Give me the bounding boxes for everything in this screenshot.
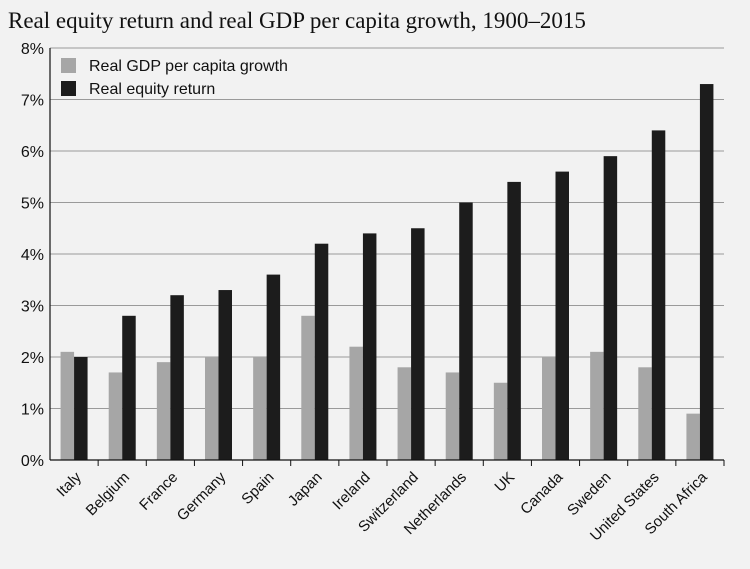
bar-equity-return [122, 315, 136, 460]
y-tick-label: 8% [21, 41, 44, 58]
y-tick-label: 7% [21, 93, 44, 110]
bar-gdp-growth [108, 372, 123, 460]
grid [50, 47, 724, 409]
bar-gdp-growth [638, 367, 652, 460]
bar-gdp-growth [686, 413, 700, 460]
y-tick-label: 0% [21, 453, 44, 470]
legend-swatch [61, 58, 76, 73]
x-tick-label: France [136, 469, 181, 514]
bar-equity-return [74, 357, 88, 460]
bar-gdp-growth [590, 351, 604, 460]
bar-gdp-growth [493, 382, 508, 460]
bar-equity-return [699, 84, 714, 461]
y-tick-label: 5% [21, 196, 44, 213]
bar-equity-return [266, 274, 281, 460]
bar-gdp-growth [397, 367, 412, 460]
bar-gdp-growth [253, 357, 267, 460]
bar-gdp-growth [542, 357, 556, 460]
bar-gdp-growth [156, 362, 171, 460]
y-tick-label: 1% [21, 402, 44, 419]
x-tick-label: Ireland [329, 469, 373, 513]
chart-title: Real equity return and real GDP per capi… [8, 8, 586, 33]
legend: Real GDP per capita growth Real equity re… [61, 58, 288, 98]
bar-equity-return [603, 156, 618, 460]
bar-equity-return [507, 181, 521, 460]
x-tick-label: Japan [285, 469, 326, 510]
x-tick-label: UK [491, 469, 518, 496]
legend-swatch [61, 81, 76, 96]
bar-equity-return [459, 202, 473, 460]
bar-equity-return [411, 228, 425, 460]
bar-gdp-growth [205, 357, 219, 460]
legend-label: Real GDP per capita growth [89, 58, 288, 75]
bar-gdp-growth [445, 372, 460, 460]
y-tick-label: 4% [21, 247, 44, 264]
bar-equity-return [555, 171, 569, 460]
x-tick-label: Germany [174, 468, 230, 524]
x-tick-label: Belgium [83, 469, 133, 519]
bar-equity-return [218, 290, 232, 460]
bar-equity-return [314, 243, 329, 460]
bar-equity-return [651, 130, 666, 460]
bar-gdp-growth [60, 351, 75, 460]
x-tick-label: Spain [238, 469, 277, 508]
bar-equity-return [170, 295, 184, 460]
y-tick-label: 3% [21, 299, 44, 316]
y-tick-label: 6% [21, 144, 44, 161]
bar-gdp-growth [301, 315, 315, 460]
x-tick-label: Canada [517, 468, 567, 518]
legend-label: Real equity return [89, 81, 215, 98]
y-tick-label: 2% [21, 350, 44, 367]
x-tick-label: Italy [53, 468, 85, 500]
bars [60, 84, 714, 461]
bar-equity-return [362, 233, 377, 460]
bar-gdp-growth [349, 346, 363, 460]
